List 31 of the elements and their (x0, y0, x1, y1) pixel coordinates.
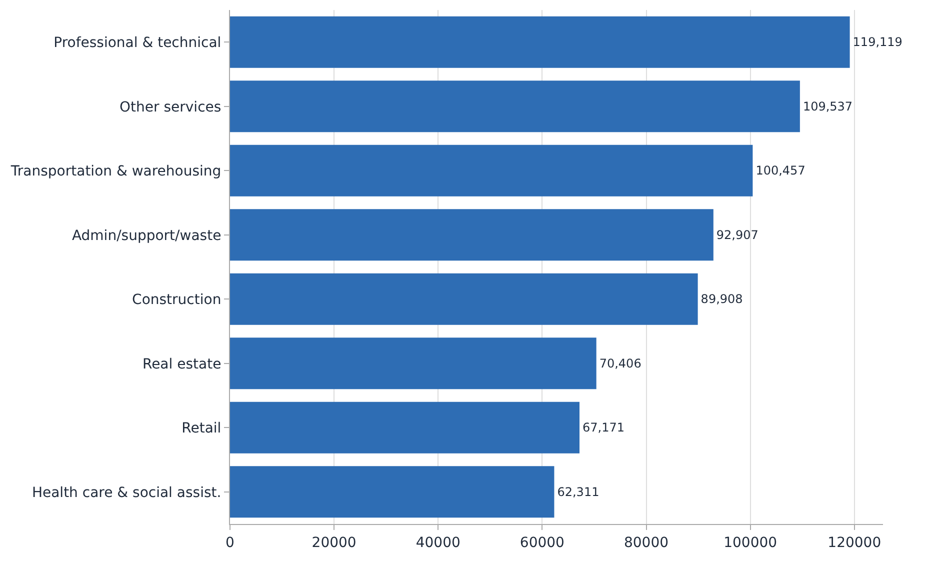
bar (230, 80, 800, 132)
x-tick-label: 80000 (624, 534, 669, 551)
data-label: 89,908 (700, 292, 743, 306)
y-tick-label: Admin/support/waste (72, 228, 222, 244)
x-tick-label: 60000 (520, 534, 564, 551)
data-label: 119,119 (852, 35, 902, 50)
bar (230, 16, 850, 68)
bar (230, 209, 714, 261)
x-tick-label: 0 (226, 534, 234, 551)
y-tick-label: Transportation & warehousing (10, 164, 222, 180)
y-tick-label: Other services (120, 99, 222, 116)
x-tick-label: 20000 (312, 534, 356, 551)
bar (230, 338, 596, 390)
y-tick-label: Real estate (142, 356, 222, 372)
x-tick-label: 40000 (416, 534, 460, 551)
data-label: 92,907 (716, 228, 758, 242)
data-label: 62,311 (557, 484, 600, 499)
data-label: 70,406 (599, 356, 642, 370)
x-tick-label: 120000 (828, 534, 882, 551)
y-tick-label: Construction (132, 292, 222, 308)
y-tick-label: Professional & technical (54, 35, 222, 52)
data-label: 67,171 (582, 420, 624, 435)
y-tick-label: Health care & social assist. (32, 484, 222, 501)
bar (230, 144, 753, 196)
data-label: 109,537 (802, 99, 853, 114)
y-tick-label: Retail (182, 420, 222, 437)
bar (230, 466, 554, 518)
data-label: 100,457 (756, 164, 806, 178)
bar (230, 273, 698, 325)
bar (230, 402, 580, 454)
x-tick-label: 100000 (724, 534, 778, 551)
